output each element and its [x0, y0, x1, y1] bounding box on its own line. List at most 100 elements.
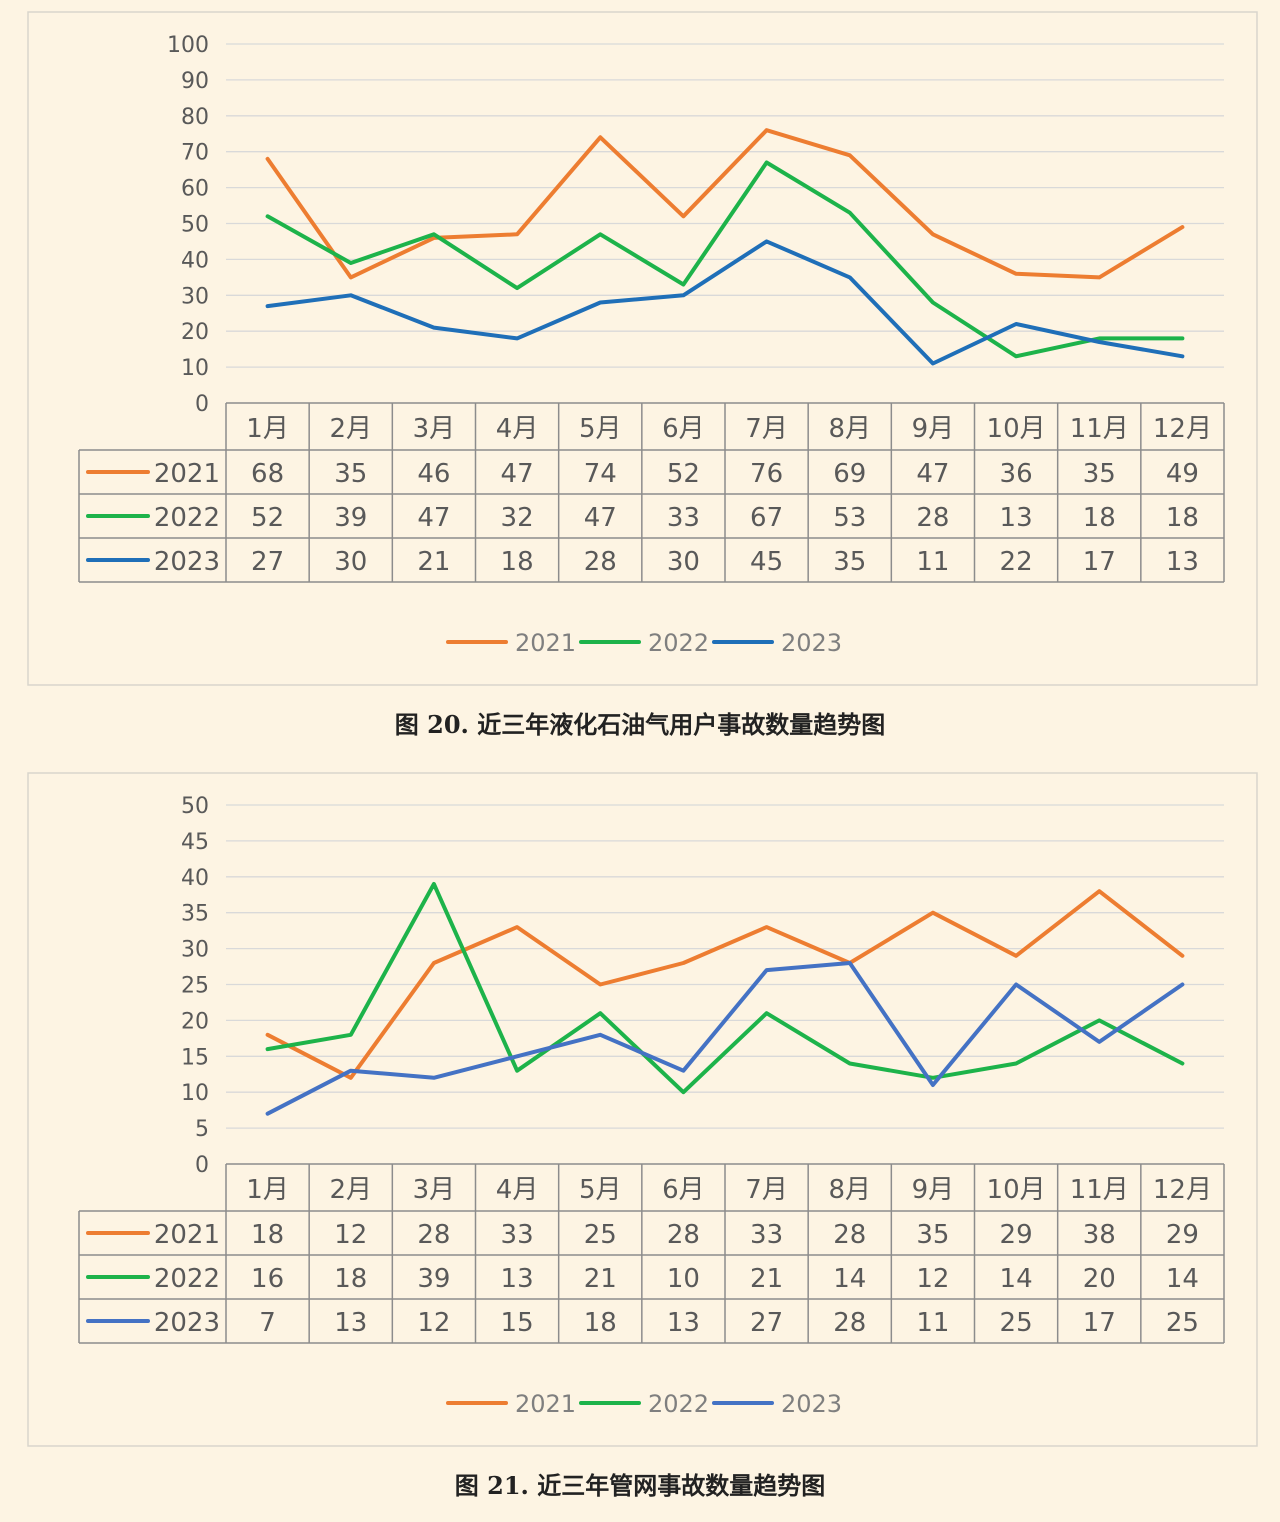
table-value-cell: 74 [584, 459, 617, 489]
x-category-label: 1月 [246, 414, 289, 444]
table-value-cell: 39 [417, 1264, 450, 1294]
table-value-cell: 32 [501, 503, 534, 533]
data-table-grid [78, 402, 1225, 583]
table-value-cell: 49 [1166, 459, 1199, 489]
table-series-name: 2022 [154, 503, 220, 533]
table-value-cell: 18 [334, 1264, 367, 1294]
y-tick-label: 60 [181, 177, 209, 202]
table-value-cell: 33 [750, 1220, 783, 1250]
table-value-cell: 46 [417, 459, 450, 489]
x-category-label: 7月 [745, 414, 788, 444]
series-line-2022 [265, 160, 1185, 359]
table-value-cell: 39 [334, 503, 367, 533]
table-value-cell: 18 [501, 547, 534, 577]
x-category-label: 12月 [1153, 1175, 1212, 1205]
x-category-label: 10月 [987, 1175, 1046, 1205]
table-value-cell: 38 [1083, 1220, 1116, 1250]
table-value-cell: 68 [251, 459, 284, 489]
table-value-cell: 25 [1000, 1308, 1033, 1338]
series-line-2023 [265, 239, 1185, 366]
series-line-2021 [265, 128, 1185, 280]
table-value-cell: 45 [750, 547, 783, 577]
table-value-cell: 27 [251, 547, 284, 577]
table-value-cell: 28 [417, 1220, 450, 1250]
table-value-cell: 13 [667, 1308, 700, 1338]
legend-label: 2021 [515, 629, 576, 657]
series-line-2023 [265, 961, 1185, 1116]
table-value-cell: 28 [833, 1220, 866, 1250]
table-value-cell: 17 [1083, 1308, 1116, 1338]
table-value-cell: 17 [1083, 547, 1116, 577]
series-line-2021 [265, 889, 1185, 1080]
table-value-cell: 21 [750, 1264, 783, 1294]
y-tick-label: 35 [181, 902, 209, 927]
figure-caption-20: 图 20. 近三年液化石油气用户事故数量趋势图 [394, 710, 886, 739]
table-value-cell: 35 [334, 459, 367, 489]
table-value-cell: 13 [501, 1264, 534, 1294]
table-value-cell: 12 [417, 1308, 450, 1338]
table-value-cell: 33 [667, 503, 700, 533]
table-value-cell: 16 [251, 1264, 284, 1294]
x-category-label: 3月 [413, 1175, 456, 1205]
legend-label: 2022 [648, 1390, 709, 1418]
x-category-label: 4月 [496, 414, 539, 444]
table-series-name: 2021 [154, 1220, 220, 1250]
y-tick-label: 40 [181, 866, 209, 891]
x-category-label: 12月 [1153, 414, 1212, 444]
table-value-cell: 52 [251, 503, 284, 533]
table-value-cell: 29 [1166, 1220, 1199, 1250]
table-value-cell: 14 [833, 1264, 866, 1294]
x-category-label: 10月 [987, 414, 1046, 444]
x-category-label: 8月 [828, 414, 871, 444]
y-tick-label: 90 [181, 69, 209, 94]
y-tick-label: 5 [195, 1117, 209, 1142]
table-series-name: 2023 [154, 1308, 220, 1338]
table-value-cell: 14 [1000, 1264, 1033, 1294]
table-value-cell: 27 [750, 1308, 783, 1338]
y-tick-label: 40 [181, 248, 209, 273]
table-value-cell: 47 [916, 459, 949, 489]
y-tick-label: 25 [181, 974, 209, 999]
legend-label: 2022 [648, 629, 709, 657]
y-tick-label: 10 [181, 356, 209, 381]
x-category-label: 2月 [329, 1175, 372, 1205]
table-value-cell: 35 [1083, 459, 1116, 489]
table-value-cell: 21 [584, 1264, 617, 1294]
accident-trend-chart-lpg: 0 10 20 30 40 50 60 70 80 90 100 1月 2月 3月 4月 5月 6月 7月 8月 9月… [27, 11, 1258, 686]
y-tick-label: 0 [195, 1153, 209, 1178]
table-series-name: 2021 [154, 459, 220, 489]
table-value-cell: 76 [750, 459, 783, 489]
x-category-label: 9月 [912, 414, 955, 444]
table-value-cell: 22 [1000, 547, 1033, 577]
table-value-cell: 36 [1000, 459, 1033, 489]
table-value-cell: 12 [334, 1220, 367, 1250]
y-tick-label: 15 [181, 1045, 209, 1070]
x-category-label: 9月 [912, 1175, 955, 1205]
table-value-cell: 28 [584, 547, 617, 577]
table-value-cell: 28 [667, 1220, 700, 1250]
y-tick-label: 70 [181, 141, 209, 166]
table-series-name: 2023 [154, 547, 220, 577]
table-value-cell: 33 [501, 1220, 534, 1250]
table-value-cell: 13 [1166, 547, 1199, 577]
table-value-cell: 21 [417, 547, 450, 577]
x-category-label: 11月 [1070, 1175, 1129, 1205]
y-tick-label: 45 [181, 830, 209, 855]
table-value-cell: 25 [1166, 1308, 1199, 1338]
table-value-cell: 18 [1166, 503, 1199, 533]
table-value-cell: 11 [916, 1308, 949, 1338]
table-value-cell: 11 [916, 547, 949, 577]
table-value-cell: 47 [584, 503, 617, 533]
y-tick-label: 30 [181, 938, 209, 963]
x-category-label: 7月 [745, 1175, 788, 1205]
table-value-cell: 53 [833, 503, 866, 533]
chart-frame [27, 772, 1258, 1447]
y-tick-label: 30 [181, 284, 209, 309]
x-category-label: 6月 [662, 414, 705, 444]
table-value-cell: 13 [1000, 503, 1033, 533]
table-value-cell: 15 [501, 1308, 534, 1338]
table-value-cell: 28 [916, 503, 949, 533]
data-table-grid [78, 1163, 1225, 1344]
x-category-label: 1月 [246, 1175, 289, 1205]
x-category-label: 5月 [579, 414, 622, 444]
